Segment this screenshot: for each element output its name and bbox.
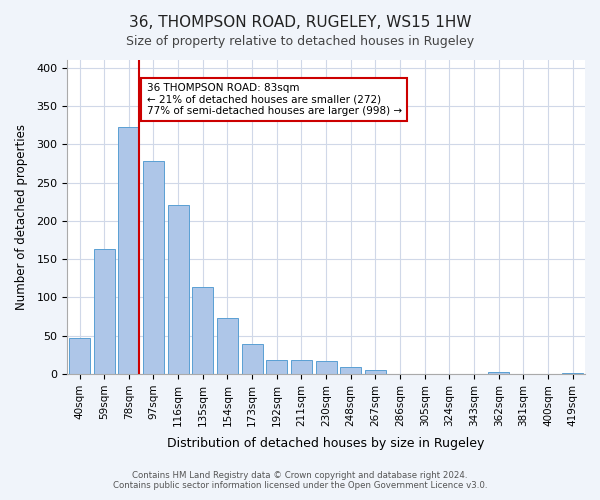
Bar <box>118 128 139 374</box>
Bar <box>365 370 386 374</box>
Text: Contains HM Land Registry data © Crown copyright and database right 2024.
Contai: Contains HM Land Registry data © Crown c… <box>113 470 487 490</box>
Bar <box>143 161 164 374</box>
Bar <box>94 249 115 374</box>
Bar <box>291 360 312 374</box>
Y-axis label: Number of detached properties: Number of detached properties <box>15 124 28 310</box>
Bar <box>266 360 287 374</box>
Text: 36 THOMPSON ROAD: 83sqm
← 21% of detached houses are smaller (272)
77% of semi-d: 36 THOMPSON ROAD: 83sqm ← 21% of detache… <box>147 83 402 116</box>
Bar <box>562 372 583 374</box>
Bar <box>340 367 361 374</box>
X-axis label: Distribution of detached houses by size in Rugeley: Distribution of detached houses by size … <box>167 437 485 450</box>
Bar <box>242 344 263 374</box>
Bar <box>69 338 90 374</box>
Bar <box>488 372 509 374</box>
Bar <box>167 205 188 374</box>
Bar <box>193 286 213 374</box>
Text: Size of property relative to detached houses in Rugeley: Size of property relative to detached ho… <box>126 35 474 48</box>
Bar <box>217 318 238 374</box>
Text: 36, THOMPSON ROAD, RUGELEY, WS15 1HW: 36, THOMPSON ROAD, RUGELEY, WS15 1HW <box>129 15 471 30</box>
Bar <box>316 361 337 374</box>
